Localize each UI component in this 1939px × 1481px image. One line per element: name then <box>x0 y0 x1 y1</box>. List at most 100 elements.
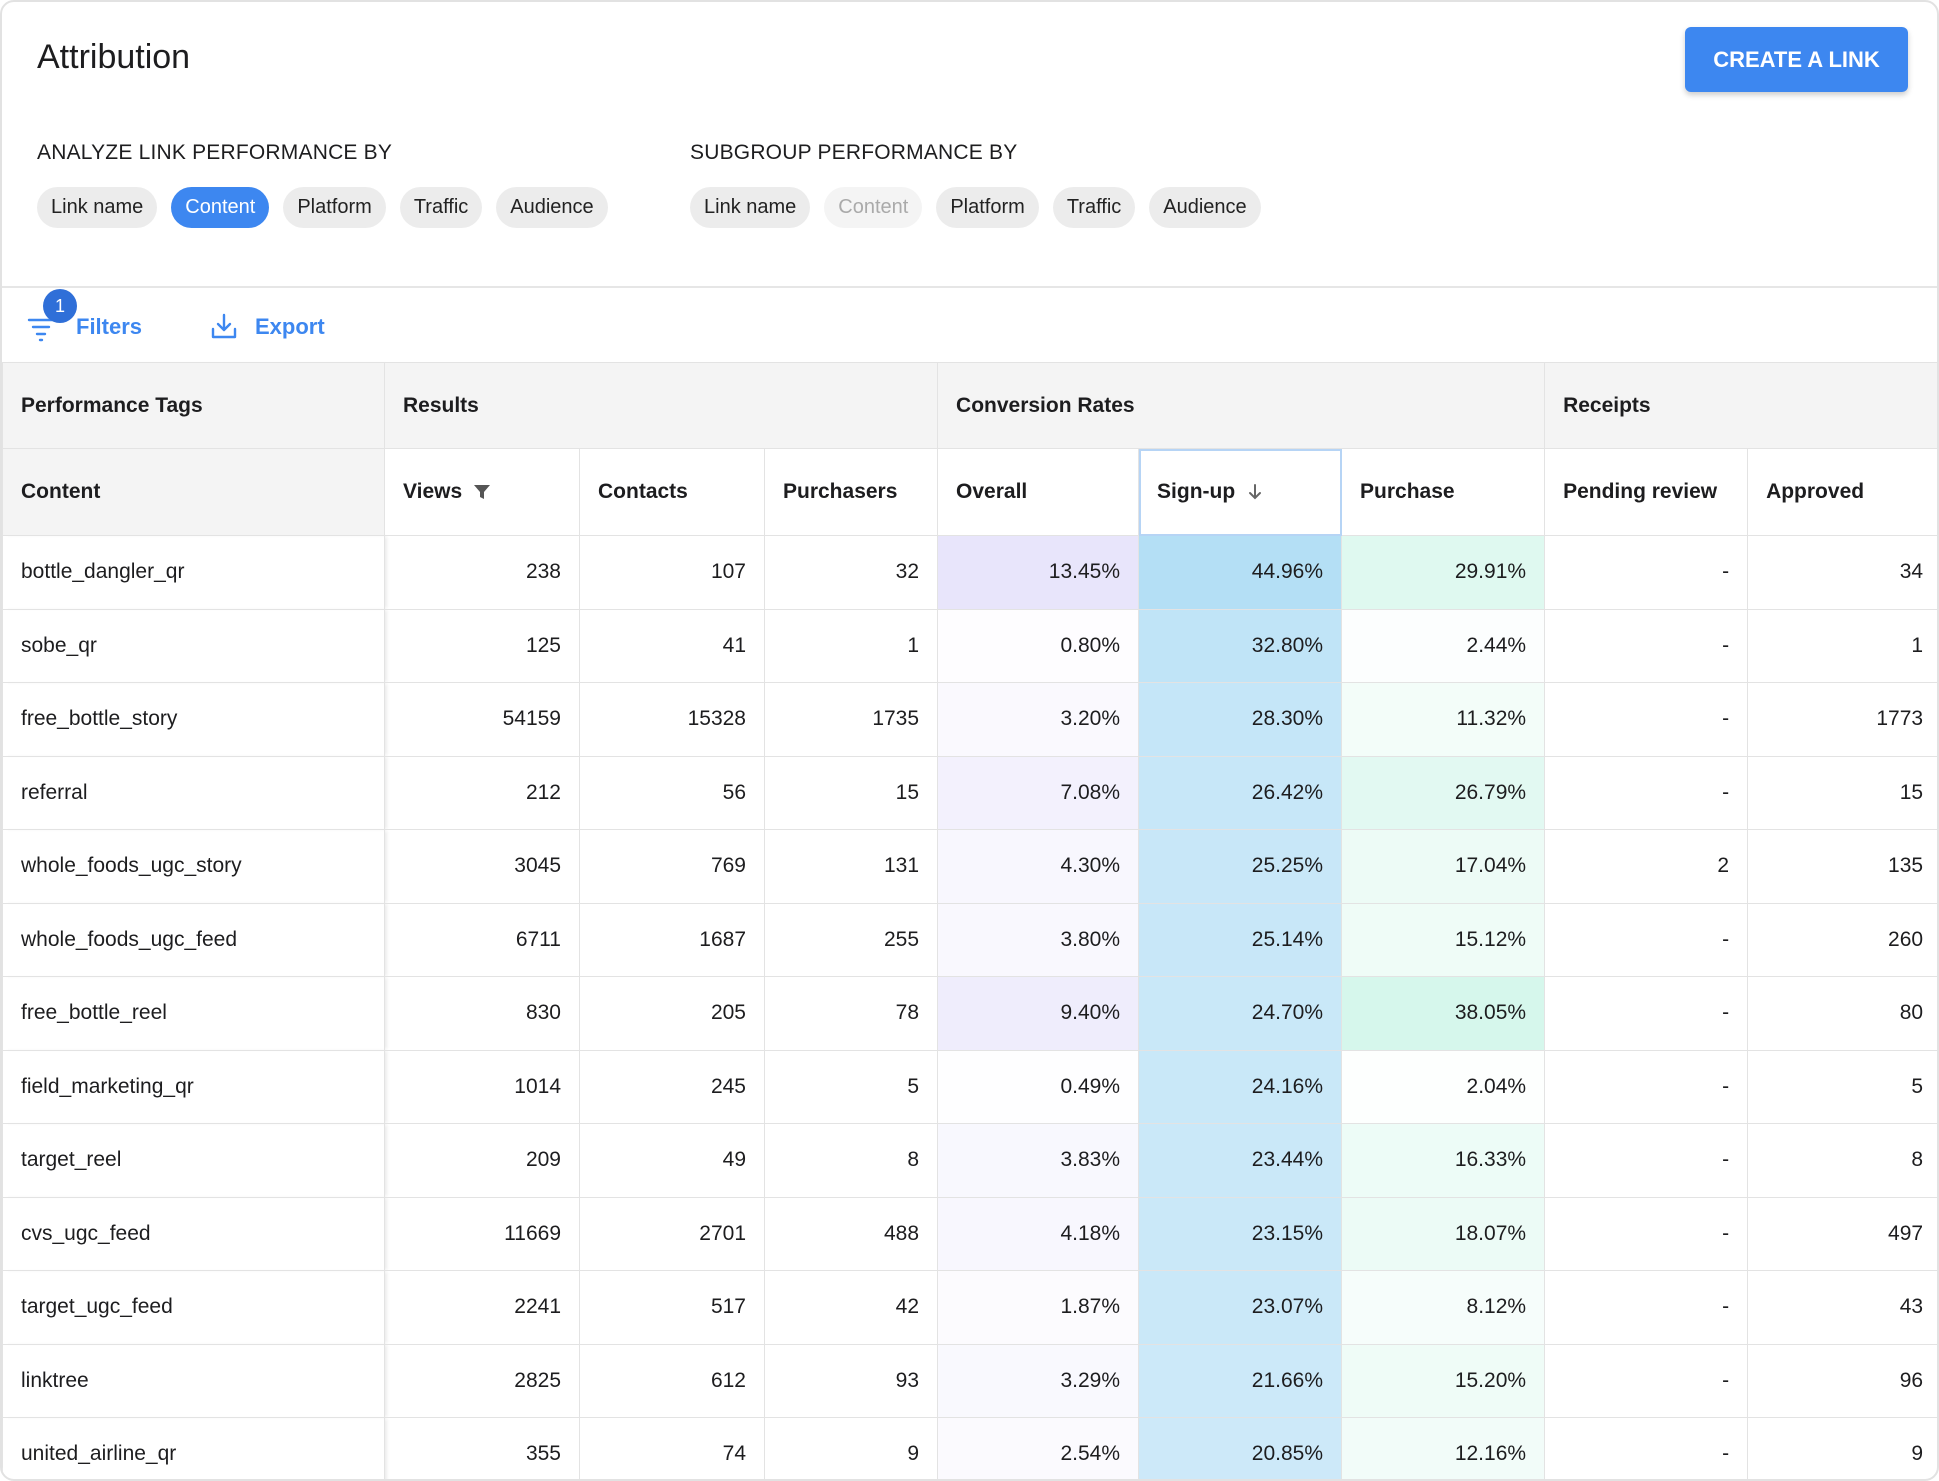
option-chip: Content <box>824 187 922 228</box>
value-cell: 23.07% <box>1139 1271 1342 1345</box>
table-row[interactable]: target_reel2094983.83%23.44%16.33%-8 <box>3 1124 1939 1198</box>
value-cell: 15.12% <box>1342 903 1545 977</box>
value-cell: 13.45% <box>938 536 1139 610</box>
value-cell: 3045 <box>385 830 580 904</box>
value-cell: 517 <box>580 1271 765 1345</box>
value-cell: 15.20% <box>1342 1344 1545 1418</box>
option-chip[interactable]: Audience <box>1149 187 1260 228</box>
tag-cell: field_marketing_qr <box>3 1050 385 1124</box>
value-cell: 238 <box>385 536 580 610</box>
option-chip[interactable]: Content <box>171 187 269 228</box>
option-chip[interactable]: Link name <box>690 187 810 228</box>
value-cell: 17.04% <box>1342 830 1545 904</box>
table-row[interactable]: referral21256157.08%26.42%26.79%-15 <box>3 756 1939 830</box>
value-cell: 9 <box>1748 1418 1939 1481</box>
group-row: Performance TagsResultsConversion RatesR… <box>3 363 1939 449</box>
table-row[interactable]: whole_foods_ugc_feed671116872553.80%25.1… <box>3 903 1939 977</box>
option-chip[interactable]: Platform <box>936 187 1038 228</box>
value-cell: - <box>1545 756 1748 830</box>
table-body: bottle_dangler_qr2381073213.45%44.96%29.… <box>3 536 1939 1481</box>
table-row[interactable]: free_bottle_reel830205789.40%24.70%38.05… <box>3 977 1939 1051</box>
value-cell: - <box>1545 1197 1748 1271</box>
value-cell: 107 <box>580 536 765 610</box>
table-row[interactable]: free_bottle_story541591532817353.20%28.3… <box>3 683 1939 757</box>
tag-cell: sobe_qr <box>3 609 385 683</box>
subgroup-group: SUBGROUP PERFORMANCE BY Link nameContent… <box>690 141 1261 228</box>
table-row[interactable]: sobe_qr1254110.80%32.80%2.44%-1 <box>3 609 1939 683</box>
value-cell: 41 <box>580 609 765 683</box>
group-label: ANALYZE LINK PERFORMANCE BY <box>37 141 608 165</box>
filter-indicator[interactable] <box>472 482 492 502</box>
column-header[interactable]: Views <box>385 449 580 536</box>
value-cell: 255 <box>765 903 938 977</box>
table-row[interactable]: bottle_dangler_qr2381073213.45%44.96%29.… <box>3 536 1939 610</box>
value-cell: 125 <box>385 609 580 683</box>
value-cell: 54159 <box>385 683 580 757</box>
chip-list: Link name Content Platform Traffic Audience <box>690 187 1261 228</box>
value-cell: - <box>1545 977 1748 1051</box>
column-label: Contacts <box>598 480 688 503</box>
column-header[interactable]: Purchase <box>1342 449 1545 536</box>
performance-table: Performance TagsResultsConversion RatesR… <box>2 362 1939 1481</box>
option-chip[interactable]: Audience <box>496 187 607 228</box>
value-cell: 11669 <box>385 1197 580 1271</box>
option-chip[interactable]: Link name <box>37 187 157 228</box>
value-cell: 74 <box>580 1418 765 1481</box>
value-cell: 18.07% <box>1342 1197 1545 1271</box>
group-header: Receipts <box>1545 363 1939 449</box>
value-cell: - <box>1545 1418 1748 1481</box>
table-row[interactable]: target_ugc_feed2241517421.87%23.07%8.12%… <box>3 1271 1939 1345</box>
column-header[interactable]: Purchasers <box>765 449 938 536</box>
export-button[interactable]: Export <box>255 314 325 340</box>
column-label: Content <box>21 480 100 503</box>
value-cell: 38.05% <box>1342 977 1545 1051</box>
analyze-group: ANALYZE LINK PERFORMANCE BY Link name Con… <box>37 141 608 228</box>
page-title: Attribution <box>37 38 190 77</box>
value-cell: - <box>1545 1271 1748 1345</box>
option-chip[interactable]: Traffic <box>1053 187 1135 228</box>
value-cell: 1687 <box>580 903 765 977</box>
table-row[interactable]: cvs_ugc_feed1166927014884.18%23.15%18.07… <box>3 1197 1939 1271</box>
column-header[interactable]: Content <box>3 449 385 536</box>
tag-cell: bottle_dangler_qr <box>3 536 385 610</box>
value-cell: 15 <box>1748 756 1939 830</box>
value-cell: 28.30% <box>1139 683 1342 757</box>
table-row[interactable]: linktree2825612933.29%21.66%15.20%-96 <box>3 1344 1939 1418</box>
column-header[interactable]: Contacts <box>580 449 765 536</box>
tag-cell: target_reel <box>3 1124 385 1198</box>
value-cell: 3.20% <box>938 683 1139 757</box>
column-header[interactable]: Overall <box>938 449 1139 536</box>
option-chip[interactable]: Platform <box>283 187 385 228</box>
create-link-button[interactable]: CREATE A LINK <box>1685 27 1908 92</box>
filter-count-badge: 1 <box>43 289 77 323</box>
value-cell: 355 <box>385 1418 580 1481</box>
tag-cell: free_bottle_story <box>3 683 385 757</box>
value-cell: 6711 <box>385 903 580 977</box>
export-icon[interactable] <box>210 312 238 340</box>
column-label: Purchase <box>1360 480 1455 503</box>
value-cell: 23.15% <box>1139 1197 1342 1271</box>
value-cell: 20.85% <box>1139 1418 1342 1481</box>
value-cell: 2.44% <box>1342 609 1545 683</box>
value-cell: 4.18% <box>938 1197 1139 1271</box>
group-header: Conversion Rates <box>938 363 1545 449</box>
column-header[interactable]: Approved <box>1748 449 1939 536</box>
value-cell: 612 <box>580 1344 765 1418</box>
column-header[interactable]: Pending review <box>1545 449 1748 536</box>
value-cell: 26.79% <box>1342 756 1545 830</box>
value-cell: 212 <box>385 756 580 830</box>
option-chip[interactable]: Traffic <box>400 187 482 228</box>
value-cell: 93 <box>765 1344 938 1418</box>
table-row[interactable]: field_marketing_qr101424550.49%24.16%2.0… <box>3 1050 1939 1124</box>
sort-indicator[interactable] <box>1245 482 1265 502</box>
value-cell: 15328 <box>580 683 765 757</box>
table-row[interactable]: whole_foods_ugc_story30457691314.30%25.2… <box>3 830 1939 904</box>
filters-button[interactable]: Filters <box>76 314 142 340</box>
table-row[interactable]: united_airline_qr3557492.54%20.85%12.16%… <box>3 1418 1939 1481</box>
group-header: Results <box>385 363 938 449</box>
column-header[interactable]: Sign-up <box>1139 449 1342 536</box>
value-cell: - <box>1545 903 1748 977</box>
